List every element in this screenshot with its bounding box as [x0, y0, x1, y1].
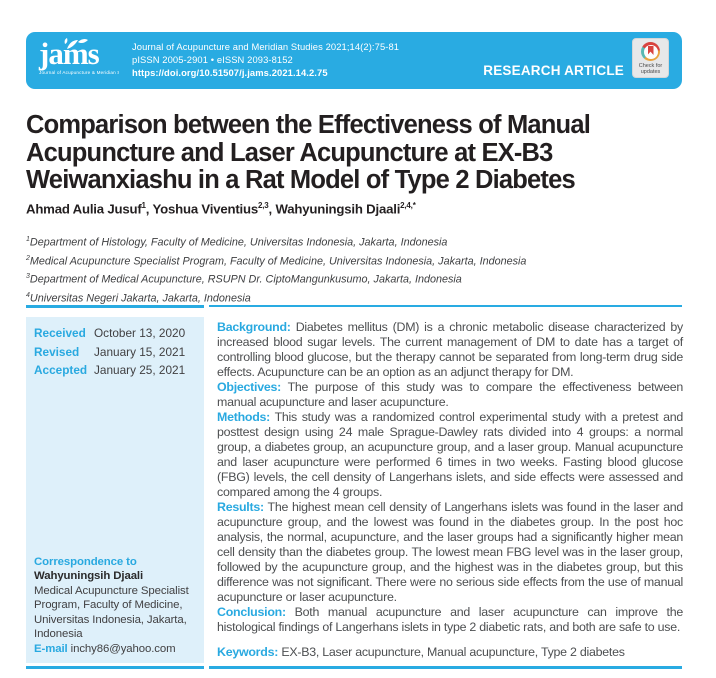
email-address[interactable]: inchy86@yahoo.com: [70, 643, 176, 656]
abstract: Background: Diabetes mellitus (DM) is a …: [217, 320, 683, 660]
bottom-divider-right: [209, 666, 682, 669]
journal-issn: pISSN 2005-2901 • eISSN 2093-8152: [132, 54, 293, 65]
accepted-date-row: Accepted January 25, 2021: [34, 361, 198, 380]
bottom-divider-left: [26, 666, 204, 669]
received-date-row: Received October 13, 2020: [34, 324, 198, 343]
correspondence-heading: Correspondence to: [34, 556, 137, 568]
author-list: Ahmad Aulia Jusuf1, Yoshua Viventius2,3,…: [26, 201, 416, 217]
top-divider-right: [209, 305, 682, 307]
check-for-updates-button[interactable]: Check for updates: [632, 38, 669, 78]
keywords-row: Keywords: EX-B3, Laser acupuncture, Manu…: [217, 645, 683, 660]
history-dates: Received October 13, 2020 Revised Januar…: [34, 324, 198, 380]
title-line-2: Acupuncture and Laser Acupuncture at EX-…: [26, 138, 553, 167]
correspondence-email-row: E-mail inchy86@yahoo.com: [34, 642, 198, 656]
correspondence-address: Medical Acupuncture Specialist Program, …: [34, 584, 189, 641]
methods-label: Methods:: [217, 410, 271, 424]
received-label: Received: [34, 326, 86, 340]
doi-link[interactable]: https://doi.org/10.51507/j.jams.2021.14.…: [132, 67, 328, 78]
journal-header-banner: jams Journal of Acupuncture & Meridian S…: [26, 32, 682, 89]
accepted-label: Accepted: [34, 363, 88, 378]
objectives-label: Objectives:: [217, 380, 282, 394]
author-name: Ahmad Aulia Jusuf: [26, 201, 142, 217]
background-label: Background:: [217, 320, 291, 334]
affiliation-list: 1Department of Histology, Faculty of Med…: [26, 232, 526, 306]
title-line-1: Comparison between the Effectiveness of …: [26, 111, 591, 139]
author-affil-sup: 1: [141, 201, 146, 210]
journal-logo: jams Journal of Acupuncture & Meridian S…: [39, 36, 125, 76]
crossmark-icon: [641, 42, 660, 61]
conclusion-label: Conclusion:: [217, 605, 286, 619]
journal-info: Journal of Acupuncture and Meridian Stud…: [132, 40, 399, 79]
author-name: Yoshua Viventius: [152, 201, 259, 217]
affiliation-line: 4Universitas Negeri Jakarta, Jakarta, In…: [26, 291, 251, 305]
abstract-results: Results: The highest mean cell density o…: [217, 500, 684, 604]
correspondence-name: Wahyuningsih Djaali: [34, 570, 144, 583]
affiliation-line: 2Medical Acupuncture Specialist Program,…: [26, 254, 527, 268]
check-badge-line1: Check for: [638, 63, 663, 69]
article-type-label: RESEARCH ARTICLE: [483, 63, 624, 78]
author-affil-sup: 2,3: [258, 201, 269, 210]
affiliation-line: 1Department of Histology, Faculty of Med…: [26, 236, 448, 249]
received-value: October 13, 2020: [94, 326, 186, 340]
author-name: Wahyuningsih Djaali: [275, 201, 401, 217]
email-label: E-mail: [34, 643, 68, 656]
abstract-objectives: Objectives: The purpose of this study wa…: [217, 380, 683, 409]
abstract-conclusion: Conclusion: Both manual acupuncture and …: [217, 605, 683, 634]
logo-wordmark: jams: [39, 36, 100, 71]
abstract-methods: Methods: This study was a randomized con…: [217, 410, 684, 499]
correspondence-block: Correspondence to Wahyuningsih Djaali Me…: [34, 555, 198, 657]
bookmark-icon: [647, 46, 654, 55]
logo-subtitle: Journal of Acupuncture & Meridian Studie…: [39, 70, 119, 75]
journal-reference: Journal of Acupuncture and Meridian Stud…: [132, 41, 400, 52]
abstract-background: Background: Diabetes mellitus (DM) is a …: [217, 320, 683, 379]
results-label: Results:: [217, 500, 264, 514]
revised-date-row: Revised January 15, 2021: [34, 343, 198, 362]
revised-value: January 15, 2021: [94, 344, 186, 359]
leaf-icon: [63, 37, 89, 55]
keywords-label: Keywords:: [217, 645, 279, 659]
keywords-list: EX-B3, Laser acupuncture, Manual acupunc…: [281, 645, 625, 659]
revised-label: Revised: [34, 344, 80, 359]
author-affil-sup: 2,4,*: [400, 201, 416, 210]
article-title: Comparison between the Effectiveness of …: [26, 111, 666, 195]
title-line-3: Weiwanxiashu in a Rat Model of Type 2 Di…: [26, 166, 576, 194]
article-info-sidebar: Received October 13, 2020 Revised Januar…: [26, 317, 204, 663]
affiliation-line: 3Department of Medical Acupuncture, RSUP…: [26, 273, 462, 286]
check-badge-line2: updates: [640, 69, 661, 75]
accepted-value: January 25, 2021: [94, 363, 186, 378]
top-divider-left: [26, 305, 204, 308]
